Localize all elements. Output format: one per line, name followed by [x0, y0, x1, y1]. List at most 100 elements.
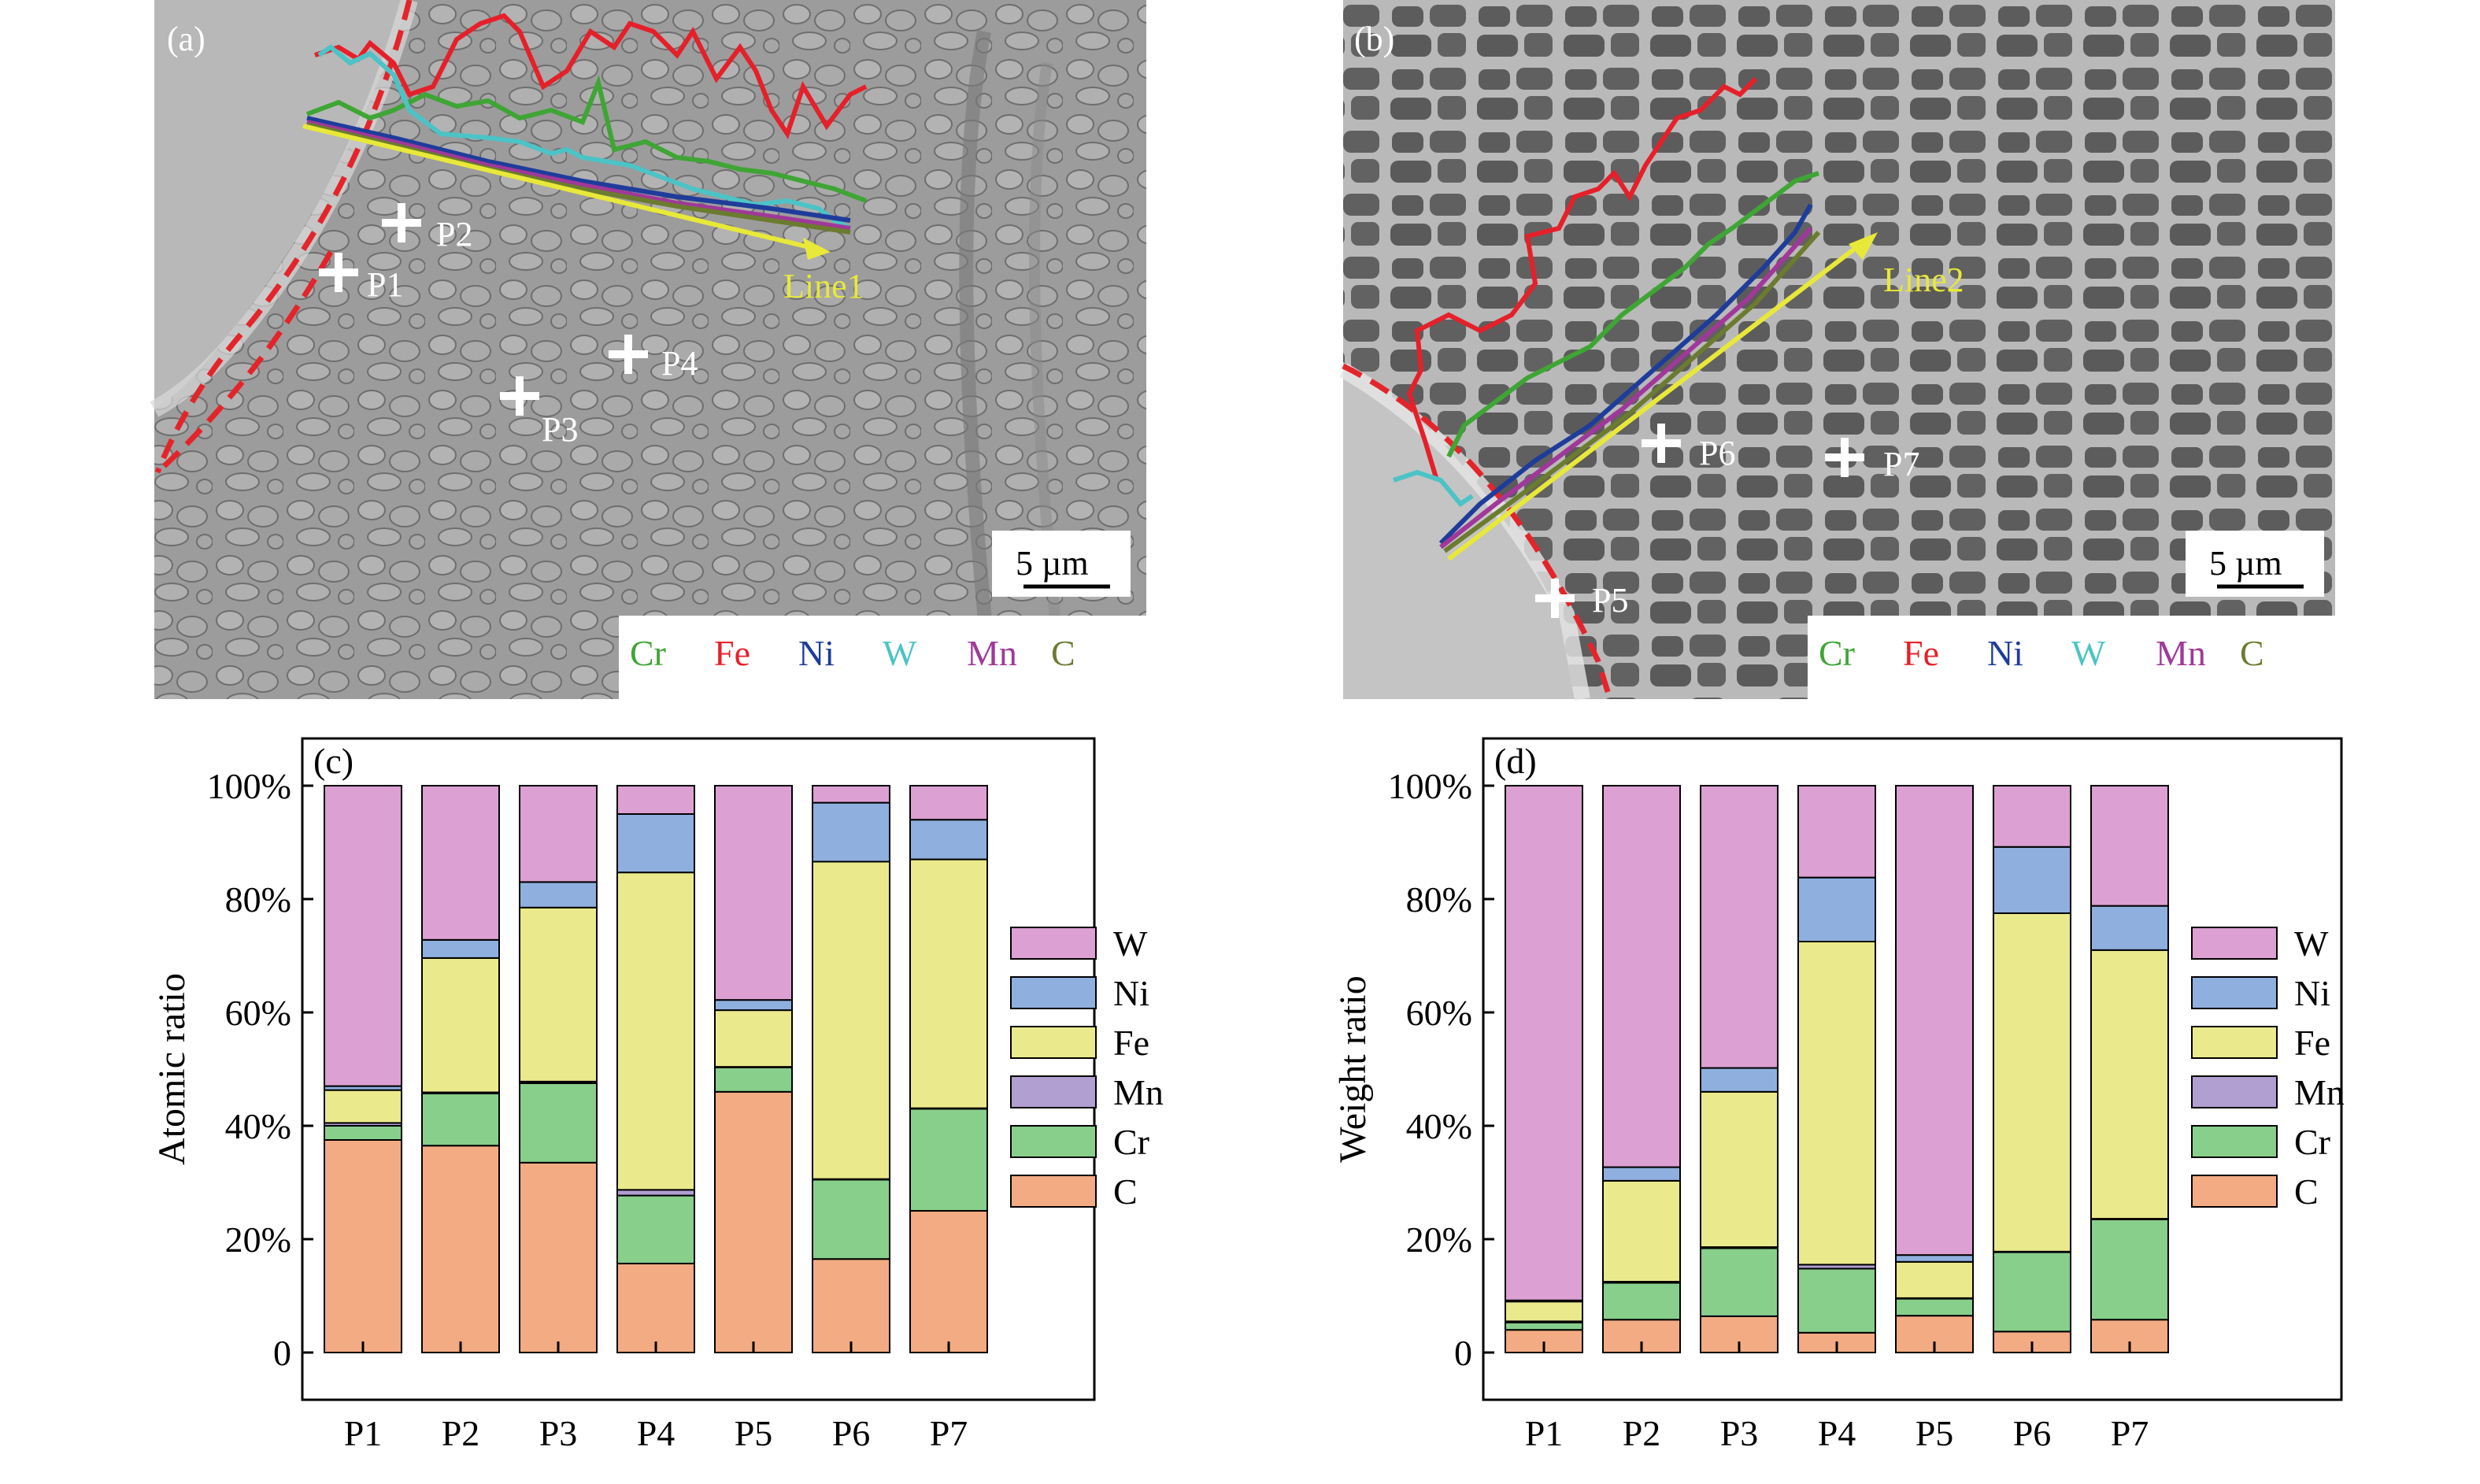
- y-axis-label: Atomic ratio: [151, 973, 193, 1165]
- legend-mn-a: Mn: [967, 633, 1017, 673]
- bar-segment-fe-p3: [1700, 1090, 1779, 1249]
- bar-segment-ni-p7: [2090, 905, 2169, 951]
- bar-segment-w-p6: [812, 785, 890, 804]
- bar-segment-w-p5: [1895, 785, 1974, 1256]
- y-tick-label: 80%: [225, 879, 291, 920]
- bar-segment-cr-p4: [616, 1194, 695, 1264]
- x-tick-label-p1: P1: [344, 1413, 383, 1453]
- bar-segment-fe-p5: [1895, 1260, 1974, 1299]
- legend-swatch-fe: [1010, 1026, 1097, 1059]
- x-tick-label-p3: P3: [539, 1413, 578, 1453]
- bar-segment-w-p1: [324, 785, 402, 1087]
- legend-swatch-w: [2191, 927, 2278, 960]
- bar-segment-c-p7: [909, 1210, 988, 1353]
- bar-segment-c-p3: [519, 1161, 598, 1354]
- legend-cr-b: Cr: [1819, 633, 1855, 673]
- bar-segment-w-p3: [1700, 785, 1779, 1069]
- y-tick-label: 80%: [1406, 879, 1472, 920]
- bar-segment-w-p7: [2090, 785, 2169, 907]
- legend-swatch-cr: [1010, 1125, 1097, 1158]
- legend-w-b: W: [2071, 633, 2106, 673]
- bar-segment-cr-p3: [1700, 1247, 1779, 1317]
- chart-d: (d) 0 20% 40% 60% 80% 100% Weight ratio P1 P2 P3 P4…: [1332, 737, 2345, 1453]
- bar-segment-w-p7: [909, 785, 988, 821]
- legend-w-a: W: [883, 633, 917, 673]
- x-tick-label-p4: P4: [1818, 1413, 1856, 1453]
- x-tick-label-p7: P7: [930, 1413, 968, 1453]
- legend-swatch-cr: [2191, 1125, 2278, 1158]
- legend-swatch-mn: [2191, 1075, 2278, 1108]
- bar-segment-fe-p3: [519, 906, 598, 1082]
- point-label-p3: P3: [542, 410, 578, 449]
- sem-panel-b: Line2 P5 P6 P7 (b) 5 µm Cr Fe Ni W Mn C: [1339, 0, 2335, 701]
- legend-swatch-ni: [2191, 976, 2278, 1009]
- bar-segment-w-p3: [519, 785, 598, 883]
- bar-segment-cr-p1: [1505, 1321, 1583, 1331]
- bar-segment-c-p6: [812, 1258, 890, 1353]
- y-tick-label: 40%: [225, 1106, 291, 1146]
- legend-fe-a: Fe: [714, 633, 750, 673]
- legend-label-c: C: [2294, 1171, 2319, 1212]
- bar-segment-fe-p6: [812, 860, 890, 1180]
- bar-segment-cr-p2: [1602, 1282, 1681, 1321]
- x-tick-label-p5: P5: [1916, 1413, 1954, 1453]
- bar-segment-ni-p3: [519, 881, 598, 909]
- bar-segment-cr-p2: [421, 1092, 500, 1147]
- y-tick-label: 0: [1454, 1333, 1472, 1373]
- scale-bar-label-a: 5 µm: [1016, 544, 1089, 583]
- x-tick-label-p6: P6: [832, 1413, 871, 1453]
- legend-swatch-fe: [2191, 1026, 2278, 1059]
- element-legend-a: Cr Fe Ni W Mn C: [630, 633, 1075, 673]
- bar-segment-w-p4: [616, 785, 695, 815]
- legend-ni-b: Ni: [1987, 633, 2023, 673]
- point-markers-a: [319, 203, 648, 416]
- x-tick-label-p6: P6: [2013, 1413, 2052, 1453]
- x-tick-label-p1: P1: [1525, 1413, 1564, 1453]
- point-label-p7: P7: [1883, 445, 1919, 483]
- legend-fe-b: Fe: [1903, 633, 1939, 673]
- panel-label: (c): [313, 741, 353, 781]
- legend-label-fe: Fe: [2294, 1023, 2330, 1063]
- x-tick-label-p5: P5: [735, 1413, 773, 1453]
- bar-segment-fe-p7: [2090, 949, 2169, 1220]
- legend-label-fe: Fe: [1113, 1023, 1149, 1063]
- y-tick-label: 20%: [225, 1219, 291, 1260]
- legend-label-w: W: [2294, 923, 2329, 964]
- line-scan-profiles-a: [305, 13, 868, 235]
- point-label-p4: P4: [661, 344, 698, 383]
- panel-label-b: (b): [1354, 20, 1394, 58]
- x-tick-label-p4: P4: [637, 1413, 676, 1453]
- bar-segment-cr-p5: [1895, 1297, 1974, 1317]
- bar-segment-c-p4: [616, 1262, 695, 1353]
- bar-segment-fe-p4: [1797, 941, 1876, 1266]
- bar-segment-c-p5: [714, 1090, 793, 1354]
- legend-swatch-mn: [1010, 1075, 1097, 1108]
- y-tick-label: 60%: [225, 993, 291, 1033]
- point-label-p5: P5: [1592, 581, 1628, 620]
- y-axis-label: Weight ratio: [1332, 975, 1374, 1162]
- legend-mn-b: Mn: [2156, 633, 2206, 673]
- bar-segment-fe-p2: [1602, 1179, 1681, 1282]
- panel-label: (d): [1494, 741, 1537, 781]
- y-tick-label: 100%: [1388, 766, 1472, 806]
- y-tick-label: 100%: [207, 766, 291, 806]
- bar-segment-cr-p6: [1993, 1251, 2071, 1333]
- point-markers-b: [1535, 424, 1864, 618]
- sem-panel-a: Line1 P1 P2 P3 P4 (a) 5 µm Cr Fe Ni W Mn C: [150, 0, 1146, 699]
- x-tick-label-p3: P3: [1720, 1413, 1759, 1453]
- legend-swatch-c: [2191, 1175, 2278, 1208]
- bar-segment-fe-p7: [909, 858, 988, 1109]
- legend-label-mn: Mn: [1113, 1072, 1164, 1112]
- point-label-p2: P2: [436, 215, 472, 254]
- y-tick-label: 60%: [1406, 993, 1472, 1033]
- legend-c-a: C: [1051, 633, 1075, 673]
- x-tick-label-p2: P2: [442, 1413, 480, 1453]
- legend-swatch-w: [1010, 927, 1097, 960]
- point-label-p1: P1: [367, 265, 403, 304]
- x-tick-label-p7: P7: [2111, 1413, 2149, 1453]
- legend-cr-a: Cr: [630, 633, 666, 673]
- bar-segment-w-p2: [421, 785, 500, 941]
- legend-swatch-ni: [1010, 976, 1097, 1009]
- legend-c-b: C: [2240, 633, 2264, 673]
